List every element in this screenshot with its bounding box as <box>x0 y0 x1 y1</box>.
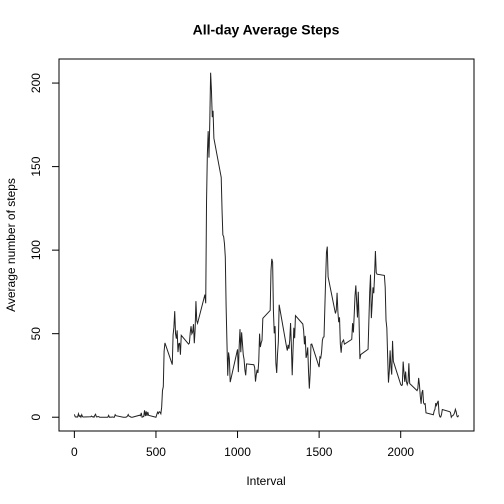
y-axis-label: Average number of steps <box>4 178 18 312</box>
x-tick-label: 1500 <box>306 445 333 459</box>
x-tick-label: 500 <box>146 445 166 459</box>
y-tick-label: 100 <box>29 240 43 260</box>
y-tick-label: 150 <box>29 156 43 176</box>
x-axis-label: Interval <box>246 474 285 488</box>
x-tick-label: 1000 <box>224 445 251 459</box>
chart-title: All-day Average Steps <box>193 22 340 38</box>
plot-box <box>58 58 475 432</box>
y-tick-label: 50 <box>29 327 43 341</box>
data-line <box>73 72 460 419</box>
x-tick-label: 2000 <box>387 445 414 459</box>
y-tick-label: 200 <box>29 73 43 93</box>
y-tick-label: 0 <box>29 414 43 421</box>
x-tick-label: 0 <box>71 445 78 459</box>
